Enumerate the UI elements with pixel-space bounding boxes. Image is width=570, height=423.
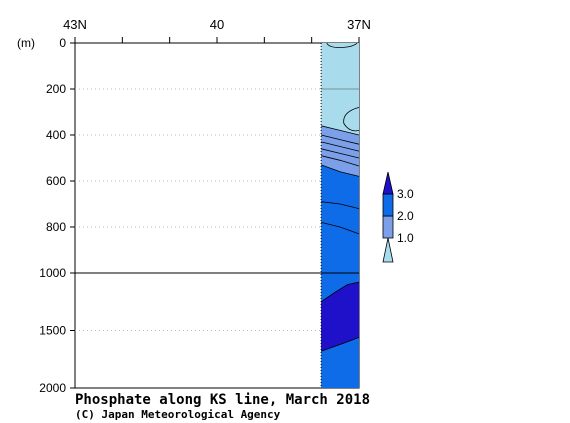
y-tick-label: 800 bbox=[46, 220, 66, 234]
legend-swatch bbox=[382, 237, 394, 263]
contour-line bbox=[321, 155, 360, 167]
contour-line bbox=[320, 164, 360, 177]
credit-label: (C) Japan Meteorological Agency bbox=[75, 408, 281, 421]
contour-line bbox=[320, 337, 360, 352]
y-tick-label: 0 bbox=[59, 36, 66, 50]
y-tick-label: 400 bbox=[46, 128, 66, 142]
depth-axis: 0 200 400 600 800 1000 1500 2000 bbox=[39, 36, 75, 395]
contour-line bbox=[320, 281, 360, 303]
y-tick-label: 2000 bbox=[39, 381, 66, 395]
y-tick-label: 1500 bbox=[39, 324, 66, 338]
chart-title: Phosphate along KS line, March 2018 bbox=[75, 392, 370, 408]
contour-line bbox=[343, 107, 360, 132]
depth-unit-label: (m) bbox=[17, 36, 35, 50]
contour-line bbox=[326, 42, 358, 49]
band-2-to-3 bbox=[321, 164, 359, 273]
contour-line bbox=[321, 134, 360, 145]
band-below-1 bbox=[321, 43, 359, 138]
legend-label: 2.0 bbox=[397, 209, 414, 223]
band-above-3 bbox=[321, 282, 359, 352]
data-region bbox=[320, 42, 360, 388]
y-tick-label: 1000 bbox=[39, 266, 66, 280]
contour-line bbox=[321, 148, 360, 159]
contour-line bbox=[321, 201, 360, 209]
y-tick-label: 200 bbox=[46, 82, 66, 96]
grid-lines bbox=[75, 88, 359, 331]
legend-label: 3.0 bbox=[397, 187, 414, 201]
latitude-axis: 43N 40 37N bbox=[63, 17, 371, 43]
legend-swatch bbox=[382, 171, 394, 195]
y-tick-label: 600 bbox=[46, 174, 66, 188]
x-tick-label: 40 bbox=[210, 17, 224, 32]
legend-swatch bbox=[382, 215, 394, 239]
x-tick-label: 43N bbox=[63, 17, 87, 32]
plot-frame bbox=[74, 42, 360, 389]
contour-line bbox=[321, 222, 360, 235]
legend-swatch bbox=[382, 193, 394, 217]
band-1-to-2 bbox=[321, 125, 359, 177]
color-legend: 1.0 2.0 3.0 bbox=[382, 171, 414, 263]
contour-line bbox=[321, 125, 360, 136]
legend-label: 1.0 bbox=[397, 231, 414, 245]
x-tick-label: 37N bbox=[347, 17, 371, 32]
contour-line bbox=[321, 141, 360, 152]
